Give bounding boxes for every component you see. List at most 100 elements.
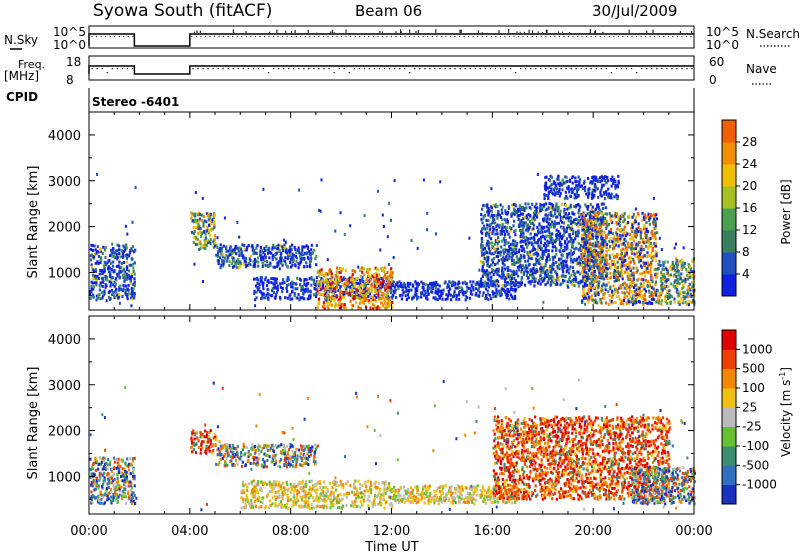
echo-cell: [574, 176, 577, 180]
echo-cell: [646, 261, 649, 265]
echo-cell: [417, 285, 420, 288]
echo-cell: [530, 222, 533, 225]
echo-cell: [512, 283, 515, 287]
echo-cell: [262, 287, 265, 291]
echo-cell: [499, 253, 502, 257]
echo-cell: [116, 465, 119, 469]
nsearch-dot: [282, 36, 284, 37]
echo-cell: [196, 213, 200, 217]
echo-cell: [517, 209, 520, 213]
echo-cell: [482, 226, 485, 230]
echo-cell: [666, 289, 669, 293]
echo-cell: [597, 274, 600, 278]
echo-cell: [498, 292, 501, 296]
echo-cell: [126, 265, 129, 269]
echo-cell: [279, 256, 282, 260]
echo-cell: [626, 294, 629, 298]
echo-cell: [589, 282, 592, 285]
echo-cell: [480, 279, 483, 283]
echo-cell: [563, 228, 566, 232]
echo-cell: [391, 274, 394, 277]
echo-cell: [599, 193, 602, 197]
nave-dot: [590, 68, 592, 70]
echo-cell: [535, 257, 538, 261]
echo-cell: [632, 290, 635, 294]
echo-cell: [591, 176, 594, 179]
echo-cell: [628, 256, 631, 260]
echo-cell: [287, 249, 291, 253]
echo-cell: [298, 188, 301, 192]
echo-cell: [132, 491, 135, 495]
echo-cell: [323, 273, 326, 277]
nave-dot: [252, 68, 255, 70]
echo-cell: [118, 252, 121, 255]
echo-cell: [526, 266, 529, 270]
echo-cell: [515, 255, 518, 259]
echo-cell: [190, 211, 193, 215]
echo-cell: [299, 283, 302, 287]
echo-cell: [526, 252, 529, 256]
echo-cell: [193, 443, 196, 447]
echo-cell: [555, 279, 558, 282]
echo-cell: [575, 280, 578, 284]
echo-cell: [615, 231, 618, 235]
echo-cell: [261, 295, 264, 299]
echo-cell: [566, 247, 569, 250]
echo-cell: [205, 212, 209, 216]
echo-cell: [564, 190, 567, 194]
echo-cell: [514, 282, 518, 286]
echo-cell: [608, 294, 611, 298]
echo-cell: [322, 282, 325, 286]
nsearch-dot: [468, 36, 470, 37]
echo-cell: [272, 265, 275, 269]
echo-cell: [552, 261, 555, 265]
nave-dot: [394, 68, 396, 70]
echo-cell: [388, 276, 391, 280]
echo-cell: [280, 256, 283, 260]
echo-cell: [388, 303, 391, 307]
echo-cell: [444, 280, 447, 284]
nsearch-dot: [100, 36, 102, 37]
echo-cell: [335, 282, 338, 286]
echo-cell: [600, 188, 603, 192]
echo-cell: [299, 296, 302, 300]
echo-cell: [542, 203, 545, 207]
echo-cell: [589, 274, 593, 278]
echo-cell: [583, 179, 586, 183]
colorbar-tick-label: 4: [742, 267, 750, 281]
echo-cell: [112, 483, 115, 487]
echo-cell: [506, 273, 509, 277]
echo-cell: [605, 253, 608, 257]
nave-dot: [424, 68, 426, 70]
echo-cell: [125, 470, 128, 474]
echo-cell: [532, 263, 535, 267]
echo-cell: [93, 488, 96, 492]
nsearch-dot: [495, 36, 497, 37]
echo-cell: [429, 282, 432, 286]
echo-cell: [434, 296, 437, 300]
echo-cell: [344, 278, 348, 282]
echo-cell: [646, 284, 649, 287]
nave-dot: [560, 68, 562, 70]
echo-cell: [629, 237, 632, 241]
echo-cell: [563, 233, 566, 237]
echo-cell: [482, 260, 485, 264]
echo-cell: [491, 258, 494, 262]
echo-cell: [528, 262, 531, 266]
echo-cell: [121, 494, 124, 498]
echo-cell: [315, 244, 318, 247]
echo-cell: [303, 297, 306, 301]
echo-cell: [688, 264, 691, 268]
echo-cell: [599, 231, 602, 235]
echo-cell: [359, 286, 362, 290]
echo-cell: [678, 294, 681, 298]
echo-cell: [613, 279, 616, 283]
echo-cell: [291, 263, 294, 267]
echo-cell: [116, 255, 119, 259]
echo-cell: [514, 247, 518, 251]
echo-cell: [337, 289, 340, 292]
nave-dot: [318, 68, 320, 70]
echo-cell: [487, 255, 490, 259]
echo-cell: [485, 251, 489, 255]
nave-dot: [414, 68, 416, 70]
